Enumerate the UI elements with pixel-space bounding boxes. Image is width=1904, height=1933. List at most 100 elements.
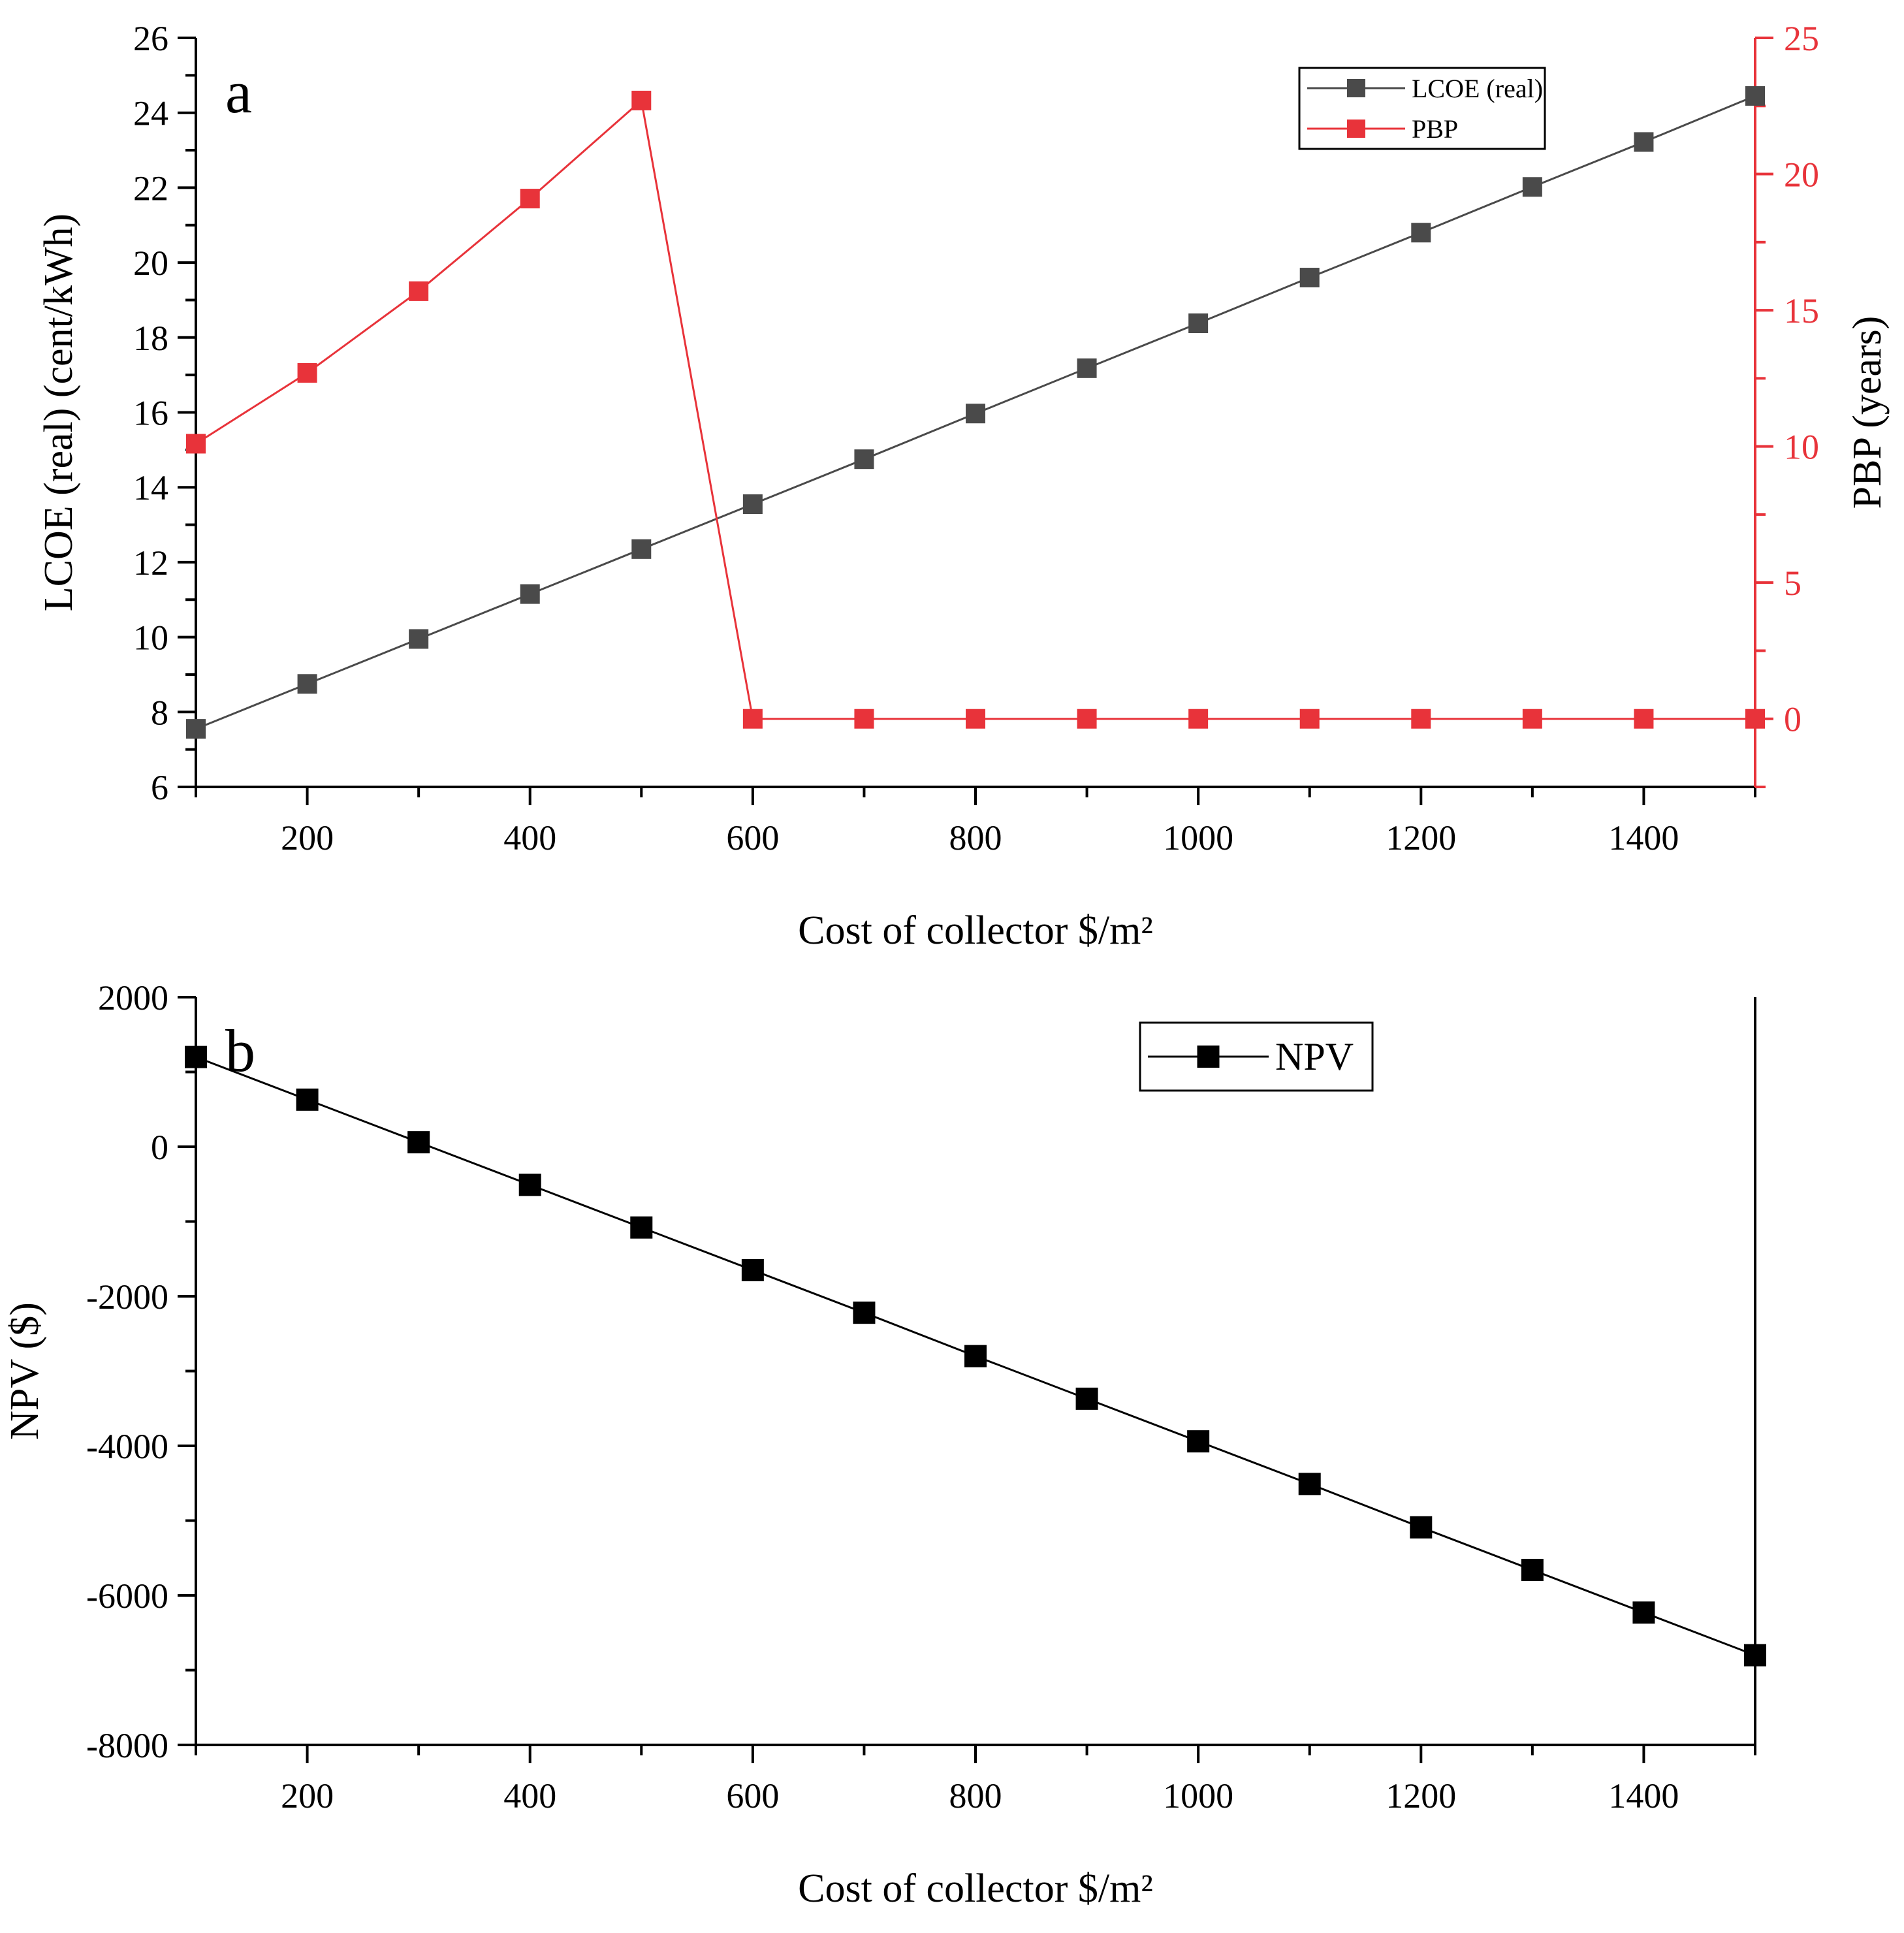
chart-a-legend-marker-pbp — [1347, 120, 1365, 138]
chart-a-y-tick-label-6: 6 — [151, 768, 168, 807]
chart-b-point-npv-1000 — [1187, 1430, 1210, 1453]
chart-b-x-axis-label: Cost of collector $/m² — [798, 1866, 1153, 1911]
chart-b-legend-marker-npv — [1197, 1046, 1220, 1068]
chart-a-point-lcoe-real-800 — [966, 404, 985, 424]
chart-b-point-npv-500 — [630, 1216, 653, 1239]
chart-a-point-lcoe-real-700 — [854, 449, 874, 470]
chart-a-y-tick-label-10: 10 — [133, 618, 168, 658]
chart-a-point-lcoe-real-1200 — [1411, 223, 1431, 243]
chart-a-x-tick-label-1200: 1200 — [1386, 818, 1456, 857]
chart-a-point-pbp-200 — [297, 363, 317, 383]
chart-b-y-tick-label--2000: -2000 — [86, 1277, 168, 1317]
chart-b-x-tick-label-1000: 1000 — [1163, 1776, 1233, 1815]
chart-b-y-tick-label--4000: -4000 — [86, 1427, 168, 1466]
chart-a-y2-tick-label-20: 20 — [1784, 155, 1819, 195]
chart-a-point-pbp-1300 — [1522, 709, 1542, 729]
chart-b-point-npv-1100 — [1298, 1473, 1321, 1495]
chart-b-point-npv-400 — [518, 1174, 541, 1196]
chart-a-point-pbp-1500 — [1745, 709, 1765, 729]
chart-a-x-tick-label-1000: 1000 — [1163, 818, 1233, 857]
chart-a-point-pbp-800 — [966, 709, 985, 729]
chart-a-y-tick-label-14: 14 — [133, 468, 168, 507]
chart-b-panel-label: b — [225, 1017, 255, 1084]
chart-a-point-lcoe-real-400 — [520, 584, 540, 604]
chart-b-x-tick-label-1400: 1400 — [1608, 1776, 1679, 1815]
chart-a-y-tick-label-16: 16 — [133, 394, 168, 433]
chart-a-x-tick-label-400: 400 — [503, 818, 556, 857]
chart-a-y2-tick-label-25: 25 — [1784, 19, 1819, 58]
chart-a-x-tick-label-600: 600 — [726, 818, 779, 857]
chart-b-point-npv-300 — [407, 1131, 430, 1154]
chart-a-y2-tick-label-0: 0 — [1784, 700, 1801, 739]
chart-a-legend: LCOE (real) PBP — [1298, 67, 1546, 150]
chart-a-point-pbp-300 — [409, 281, 429, 301]
chart-a-point-pbp-600 — [742, 709, 763, 729]
chart-panel-a: 200 400 600 800 1000 1200 14006810121416182022… — [37, 19, 1890, 953]
chart-b-point-npv-700 — [853, 1302, 876, 1324]
chart-a-point-lcoe-real-300 — [409, 629, 429, 649]
chart-b-y-axis-label: NPV ($) — [3, 1302, 47, 1440]
chart-b-point-npv-200 — [296, 1088, 319, 1111]
chart-a-point-lcoe-real-100 — [186, 719, 206, 739]
chart-a-x-axis-label: Cost of collector $/m² — [798, 908, 1153, 953]
chart-a-x-tick-label-1400: 1400 — [1608, 818, 1679, 857]
chart-a-point-lcoe-real-1100 — [1299, 268, 1320, 288]
chart-b-point-npv-1400 — [1632, 1601, 1655, 1624]
chart-panel-b: 200 400 600 800 1000 1200 1400 -8000 -6000 -4000 -… — [3, 978, 1766, 1911]
chart-b-point-npv-1300 — [1521, 1559, 1544, 1582]
chart-a-point-pbp-1100 — [1299, 709, 1320, 729]
chart-a-y-tick-label-8: 8 — [151, 693, 168, 732]
chart-a-legend-marker-lcoe-real — [1347, 79, 1365, 97]
chart-b-y-tick-label-2000: 2000 — [98, 978, 168, 1017]
chart-a-point-lcoe-real-200 — [297, 674, 317, 694]
chart-a-point-lcoe-real-900 — [1077, 358, 1097, 378]
chart-a-point-pbp-1200 — [1411, 709, 1431, 729]
chart-b-legend-label-npv: NPV — [1275, 1035, 1354, 1078]
chart-a-point-lcoe-real-1400 — [1634, 132, 1654, 152]
chart-a-point-pbp-900 — [1077, 709, 1097, 729]
chart-a-y-tick-label-20: 20 — [133, 244, 168, 283]
chart-b-x-tick-label-600: 600 — [726, 1776, 779, 1815]
chart-a-y-axis-label: LCOE (real) (cent/kWh) — [37, 214, 81, 611]
chart-a-x-tick-label-200: 200 — [281, 818, 334, 857]
chart-a-point-pbp-700 — [854, 709, 874, 729]
chart-a-y-tick-label-26: 26 — [133, 19, 168, 58]
chart-a-legend-label-lcoe-real: LCOE (real) — [1412, 74, 1543, 103]
chart-a-point-pbp-500 — [631, 90, 652, 110]
chart-a-y2-tick-label-10: 10 — [1784, 428, 1819, 467]
chart-a-y-tick-label-12: 12 — [133, 543, 168, 583]
chart-a-point-pbp-1400 — [1634, 709, 1654, 729]
chart-b-point-npv-800 — [964, 1345, 987, 1367]
chart-a-y-tick-label-22: 22 — [133, 168, 168, 208]
chart-b-y-tick-label-0: 0 — [151, 1128, 168, 1167]
chart-b-legend: NPV — [1139, 1021, 1374, 1092]
chart-a-point-pbp-100 — [186, 434, 206, 454]
chart-a-point-pbp-1000 — [1188, 709, 1209, 729]
chart-a-panel-label: a — [225, 59, 252, 125]
chart-a-point-lcoe-real-600 — [742, 494, 763, 515]
chart-b-y-tick-label--6000: -6000 — [86, 1576, 168, 1616]
chart-b-y-tick-label--8000: -8000 — [86, 1726, 168, 1765]
chart-b-x-tick-label-400: 400 — [503, 1776, 556, 1815]
chart-a-point-lcoe-real-1000 — [1188, 313, 1209, 334]
chart-a-x-tick-label-800: 800 — [949, 818, 1002, 857]
chart-b-x-tick-label-800: 800 — [949, 1776, 1002, 1815]
chart-a-point-lcoe-real-500 — [631, 539, 652, 559]
chart-b-point-npv-900 — [1075, 1387, 1098, 1410]
chart-b-point-npv-100 — [185, 1046, 207, 1068]
chart-a-y2-tick-label-5: 5 — [1784, 564, 1801, 603]
chart-a-y2-axis-label: PBP (years) — [1845, 316, 1890, 509]
chart-a-legend-label-pbp: PBP — [1412, 114, 1458, 144]
chart-a-point-lcoe-real-1500 — [1745, 86, 1765, 106]
chart-a-y-tick-label-24: 24 — [133, 94, 168, 133]
chart-b-point-npv-1200 — [1410, 1516, 1433, 1539]
chart-a-y2-tick-label-15: 15 — [1784, 291, 1819, 330]
chart-b-x-tick-label-200: 200 — [281, 1776, 334, 1815]
chart-b-point-npv-1500 — [1744, 1644, 1766, 1667]
chart-a-y-tick-label-18: 18 — [133, 319, 168, 358]
chart-b-x-tick-label-1200: 1200 — [1386, 1776, 1456, 1815]
chart-b-point-npv-600 — [741, 1258, 764, 1281]
chart-a-point-lcoe-real-1300 — [1522, 177, 1542, 197]
chart-a-point-pbp-400 — [520, 189, 540, 209]
